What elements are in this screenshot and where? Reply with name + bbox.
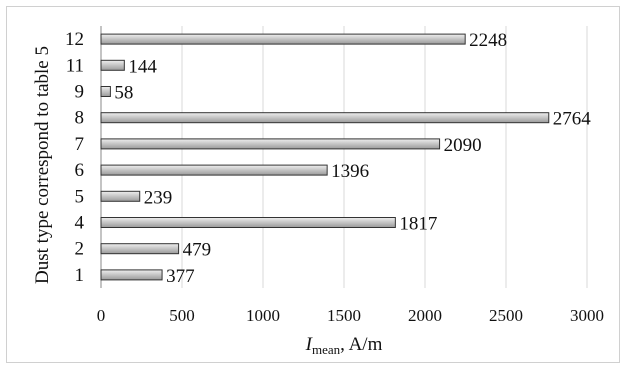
value-label-11: 144 bbox=[128, 56, 157, 77]
x-tick-labels: 0 500 1000 1500 2000 2500 3000 bbox=[97, 306, 604, 325]
category-label-6: 6 bbox=[75, 160, 85, 181]
x-tick-500: 500 bbox=[169, 306, 195, 325]
bar-5 bbox=[100, 190, 141, 202]
category-label-1: 1 bbox=[75, 265, 85, 286]
value-label-7: 2090 bbox=[444, 135, 482, 156]
x-tick-1000: 1000 bbox=[246, 306, 280, 325]
x-tick-3000: 3000 bbox=[570, 306, 604, 325]
x-tick-0: 0 bbox=[97, 306, 106, 325]
x-axis-title: Imean, A/m bbox=[305, 334, 383, 357]
bar-9 bbox=[100, 86, 111, 97]
x-axis-title-rest: , A/m bbox=[340, 334, 382, 355]
value-label-2: 479 bbox=[183, 240, 212, 261]
category-label-7: 7 bbox=[75, 134, 85, 155]
bar-6 bbox=[100, 164, 328, 176]
bar-12 bbox=[100, 33, 466, 45]
value-label-9: 58 bbox=[114, 83, 133, 104]
value-label-12: 2248 bbox=[469, 30, 507, 51]
value-label-8: 2764 bbox=[553, 109, 592, 130]
category-label-11: 11 bbox=[66, 55, 84, 76]
x-axis-title-sub: mean bbox=[312, 342, 341, 357]
value-label-4: 1817 bbox=[399, 214, 437, 235]
value-label-6: 1396 bbox=[331, 161, 369, 182]
bars bbox=[100, 33, 550, 281]
bar-8 bbox=[100, 112, 550, 124]
category-label-5: 5 bbox=[75, 186, 85, 207]
y-axis-title: Dust type correspond to table 5 bbox=[32, 46, 53, 284]
x-tick-2500: 2500 bbox=[489, 306, 523, 325]
bar-1 bbox=[100, 269, 163, 281]
bar-4 bbox=[100, 217, 396, 228]
value-label-5: 239 bbox=[144, 187, 173, 208]
x-axis-title-main: I bbox=[305, 334, 314, 355]
category-label-12: 12 bbox=[65, 29, 84, 50]
bar-value-labels: 2248 144 58 2764 2090 1396 239 1817 479 377 bbox=[114, 30, 591, 287]
category-label-8: 8 bbox=[75, 108, 85, 129]
bar-11 bbox=[100, 59, 125, 71]
category-label-9: 9 bbox=[75, 82, 85, 103]
bar-7 bbox=[100, 138, 441, 150]
value-label-1: 377 bbox=[166, 266, 195, 287]
bar-2 bbox=[100, 243, 180, 255]
x-tick-1500: 1500 bbox=[327, 306, 361, 325]
category-label-4: 4 bbox=[75, 213, 85, 234]
category-tick-labels: 12 11 9 8 7 6 5 4 2 1 bbox=[65, 29, 85, 286]
x-tick-2000: 2000 bbox=[408, 306, 442, 325]
category-label-2: 2 bbox=[75, 239, 85, 260]
